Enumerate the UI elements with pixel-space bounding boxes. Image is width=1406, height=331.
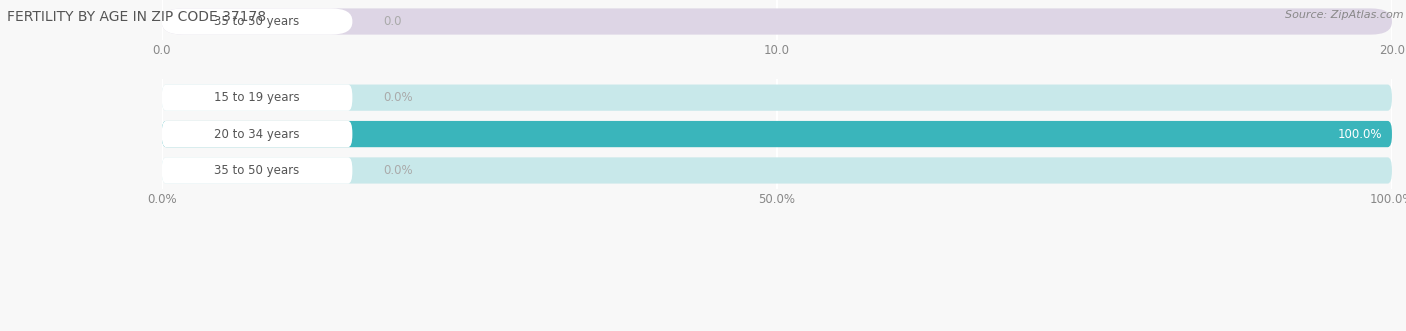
FancyBboxPatch shape bbox=[162, 121, 1392, 147]
Text: 100.0%: 100.0% bbox=[1337, 127, 1382, 141]
Text: Source: ZipAtlas.com: Source: ZipAtlas.com bbox=[1285, 10, 1403, 20]
FancyBboxPatch shape bbox=[162, 8, 1392, 35]
FancyBboxPatch shape bbox=[162, 157, 1392, 184]
Text: 35 to 50 years: 35 to 50 years bbox=[214, 164, 299, 177]
FancyBboxPatch shape bbox=[162, 8, 353, 35]
FancyBboxPatch shape bbox=[162, 84, 353, 111]
FancyBboxPatch shape bbox=[162, 121, 1392, 147]
Text: FERTILITY BY AGE IN ZIP CODE 37178: FERTILITY BY AGE IN ZIP CODE 37178 bbox=[7, 10, 266, 24]
FancyBboxPatch shape bbox=[162, 157, 353, 184]
Text: 0.0%: 0.0% bbox=[382, 91, 413, 104]
FancyBboxPatch shape bbox=[162, 121, 353, 147]
Text: 15 to 19 years: 15 to 19 years bbox=[214, 91, 299, 104]
Text: 0.0%: 0.0% bbox=[382, 164, 413, 177]
FancyBboxPatch shape bbox=[162, 84, 1392, 111]
Text: 20 to 34 years: 20 to 34 years bbox=[214, 127, 299, 141]
Text: 35 to 50 years: 35 to 50 years bbox=[214, 15, 299, 28]
Text: 0.0: 0.0 bbox=[382, 15, 402, 28]
